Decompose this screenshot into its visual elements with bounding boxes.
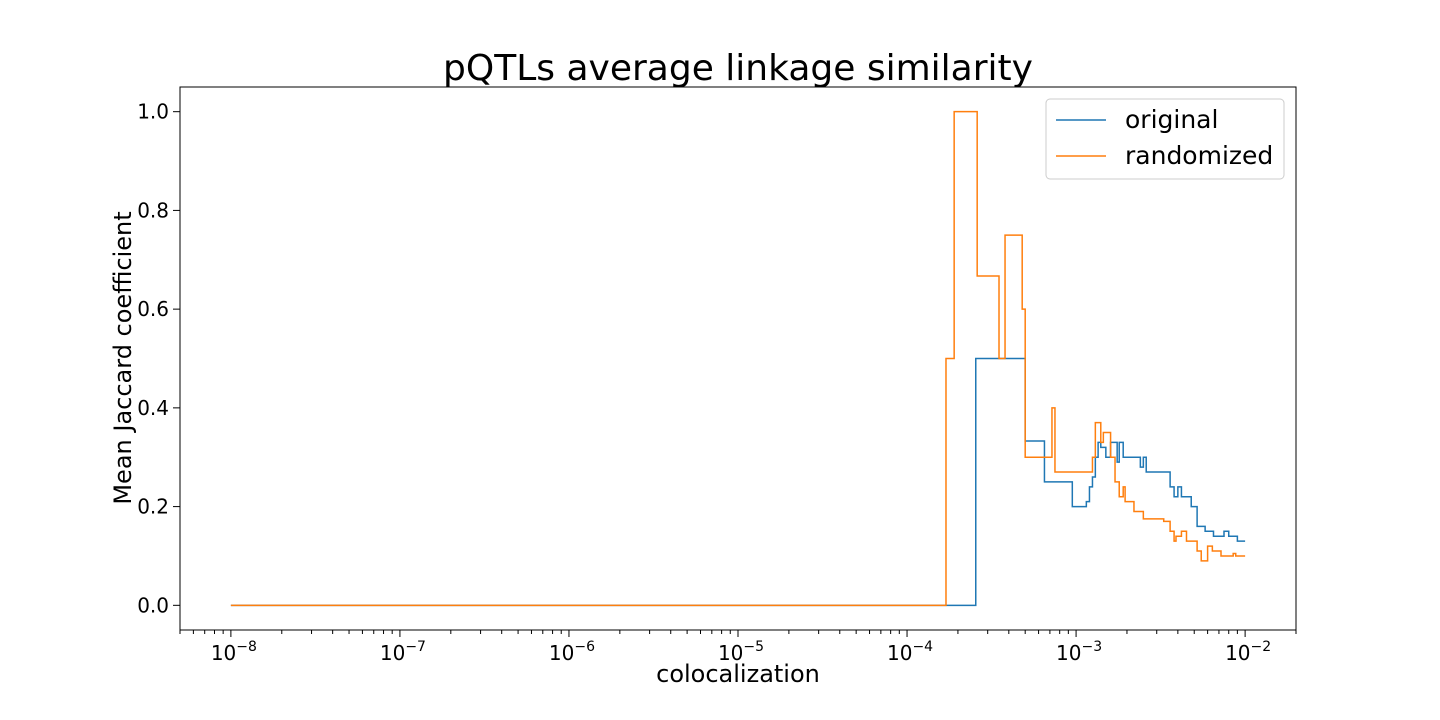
x-tick-label: 10−8 bbox=[211, 639, 257, 665]
y-tick-label: 0.6 bbox=[137, 297, 169, 321]
y-axis: 0.0 0.2 0.4 0.6 0.8 1.0 bbox=[137, 100, 180, 617]
x-tick-label: 10−7 bbox=[380, 639, 426, 665]
legend: original randomized bbox=[1045, 98, 1285, 180]
x-tick-label: 10−2 bbox=[1225, 639, 1271, 665]
x-tick-label: 10−5 bbox=[718, 639, 764, 665]
legend-box bbox=[1045, 98, 1285, 180]
x-tick-label: 10−4 bbox=[887, 639, 933, 665]
series-line-original bbox=[230, 357, 1246, 607]
x-axis-label: colocalization bbox=[656, 660, 820, 688]
x-tick-label: 10−6 bbox=[549, 639, 595, 665]
y-tick-label: 0.8 bbox=[137, 198, 169, 222]
y-tick-label: 0.2 bbox=[137, 495, 169, 519]
y-tick-label: 1.0 bbox=[137, 100, 169, 124]
x-axis: 10−8 10−7 10−6 10−5 10−4 10−3 10−2 bbox=[179, 630, 1297, 665]
y-tick-label: 0.4 bbox=[137, 396, 169, 420]
series-line-randomized bbox=[230, 110, 1246, 607]
y-axis-label: Mean Jaccard coefficient bbox=[109, 211, 137, 504]
y-tick-label: 0.0 bbox=[137, 593, 169, 617]
chart-title: pQTLs average linkage similarity bbox=[443, 48, 1033, 89]
legend-label-randomized: randomized bbox=[1125, 141, 1273, 170]
legend-label-original: original bbox=[1125, 105, 1218, 134]
plot-area bbox=[230, 110, 1246, 607]
x-tick-label: 10−3 bbox=[1056, 639, 1102, 665]
